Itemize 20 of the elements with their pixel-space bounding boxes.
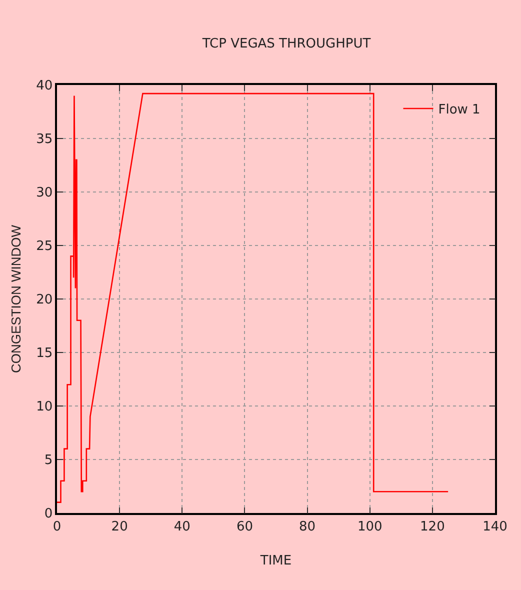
y-tick-label: 20: [36, 292, 53, 308]
y-tick-label: 35: [36, 132, 53, 148]
y-tick-label: 15: [36, 346, 53, 362]
x-tick-label: 40: [174, 519, 190, 534]
x-tick-label: 20: [111, 519, 128, 534]
x-tick-label: 100: [357, 519, 382, 534]
y-axis-title: CONGESTION WINDOW: [8, 224, 24, 374]
y-tick-label: 40: [36, 78, 53, 94]
y-tick-label: 10: [36, 400, 53, 415]
y-tick-label: 30: [36, 186, 53, 201]
y-tick-label: 5: [44, 453, 53, 468]
y-tick-label: 25: [36, 239, 53, 254]
x-axis-title: TIME: [259, 553, 292, 568]
x-tick-label: 80: [299, 519, 316, 534]
x-tick-label: 140: [482, 519, 508, 534]
y-tick-label: 0: [44, 506, 53, 522]
x-tick-label: 120: [420, 519, 445, 534]
x-tick-label: 60: [236, 519, 253, 534]
legend-label: Flow 1: [438, 102, 480, 118]
chart-title: TCP VEGAS THROUGHPUT: [201, 36, 371, 52]
